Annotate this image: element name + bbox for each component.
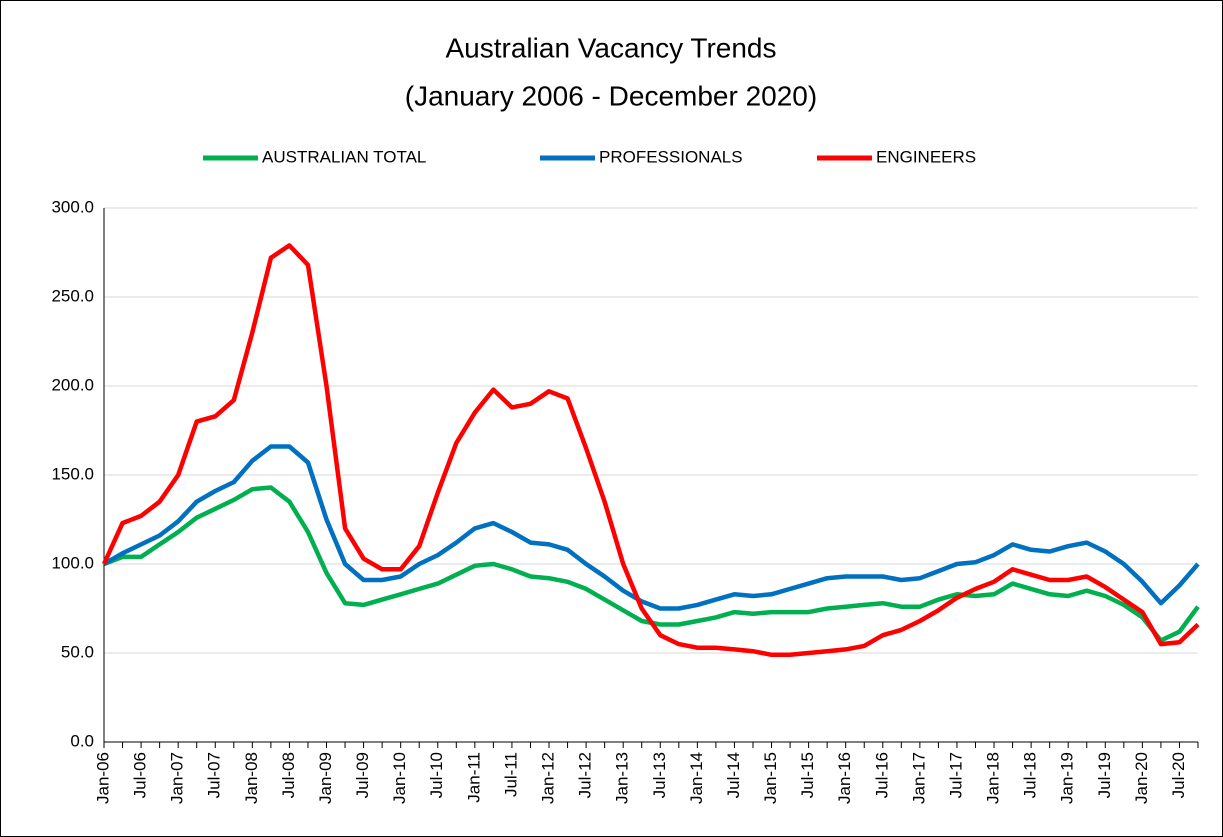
- legend-label: PROFESSIONALS: [599, 147, 743, 166]
- legend-label: ENGINEERS: [876, 147, 976, 166]
- x-tick-label: Jan-18: [984, 752, 1003, 804]
- x-tick-label: Jan-15: [761, 752, 780, 804]
- x-tick-label: Jan-13: [613, 752, 632, 804]
- x-tick-label: Jan-09: [316, 752, 335, 804]
- y-tick-label: 0.0: [70, 731, 94, 750]
- x-tick-label: Jul-18: [1021, 752, 1040, 798]
- x-tick-label: Jul-14: [724, 752, 743, 798]
- x-tick-label: Jan-14: [687, 752, 706, 804]
- chart-subtitle: (January 2006 - December 2020): [405, 80, 817, 111]
- x-tick-label: Jul-07: [205, 752, 224, 798]
- x-tick-label: Jul-12: [576, 752, 595, 798]
- x-tick-label: Jul-19: [1095, 752, 1114, 798]
- series-line: [102, 444, 1200, 611]
- chart-title: Australian Vacancy Trends: [446, 32, 777, 63]
- x-tick-label: Jul-15: [798, 752, 817, 798]
- y-tick-label: 150.0: [51, 464, 94, 483]
- x-tick-label: Jul-16: [872, 752, 891, 798]
- x-tick-label: Jan-12: [539, 752, 558, 804]
- x-tick-label: Jul-11: [501, 752, 520, 797]
- x-tick-label: Jan-19: [1058, 752, 1077, 804]
- x-tick-label: Jul-13: [650, 752, 669, 798]
- x-tick-label: Jul-10: [427, 752, 446, 798]
- x-tick-label: Jul-17: [946, 752, 965, 798]
- x-tick-label: Jan-16: [835, 752, 854, 804]
- y-tick-label: 100.0: [51, 553, 94, 572]
- x-tick-label: Jul-06: [131, 752, 150, 798]
- x-tick-label: Jan-11: [464, 752, 483, 803]
- y-tick-label: 300.0: [51, 197, 94, 216]
- x-tick-label: Jul-09: [353, 752, 372, 798]
- x-tick-label: Jan-07: [168, 752, 187, 804]
- x-tick-label: Jan-17: [909, 752, 928, 804]
- legend-label: AUSTRALIAN TOTAL: [262, 147, 426, 166]
- series-line: [101, 243, 1200, 658]
- x-tick-label: Jan-10: [390, 752, 409, 804]
- y-tick-label: 50.0: [61, 642, 94, 661]
- y-tick-label: 200.0: [51, 375, 94, 394]
- x-tick-label: Jan-08: [242, 752, 261, 804]
- y-tick-label: 250.0: [51, 286, 94, 305]
- x-tick-label: Jan-06: [93, 752, 112, 804]
- x-tick-label: Jan-20: [1132, 752, 1151, 804]
- x-tick-label: Jul-20: [1169, 752, 1188, 798]
- x-tick-label: Jul-08: [279, 752, 298, 798]
